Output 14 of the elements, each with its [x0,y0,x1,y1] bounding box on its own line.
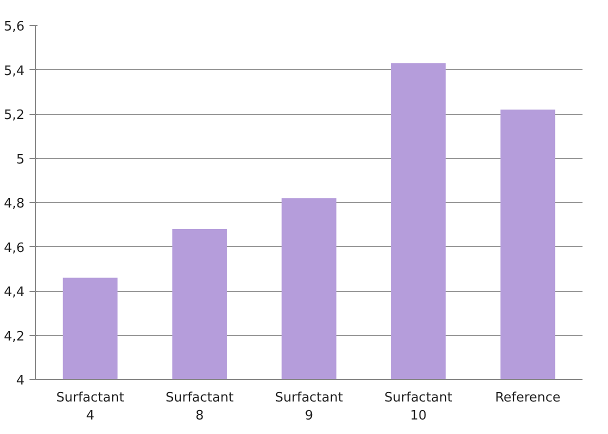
y-tick-label: 4 [16,374,25,388]
x-tick-label: Surfactant 10 [384,390,452,424]
x-tick-label: Surfactant 8 [166,390,234,424]
y-tick-label: 4,2 [4,329,25,344]
y-tick-label: 4,8 [4,196,25,212]
y-tick-label: 4,6 [4,240,25,256]
y-tick-label: 5,4 [4,64,25,79]
y-tick-label: 5,6 [4,20,25,34]
x-tick-label: Surfactant 9 [275,390,343,424]
y-tick-label: 5,2 [4,108,25,123]
x-tick-label: Reference [495,390,561,406]
x-tick-label: Surfactant 4 [56,390,124,424]
y-tick-label: 5 [16,152,25,168]
y-tick-label: 4,4 [4,285,25,300]
